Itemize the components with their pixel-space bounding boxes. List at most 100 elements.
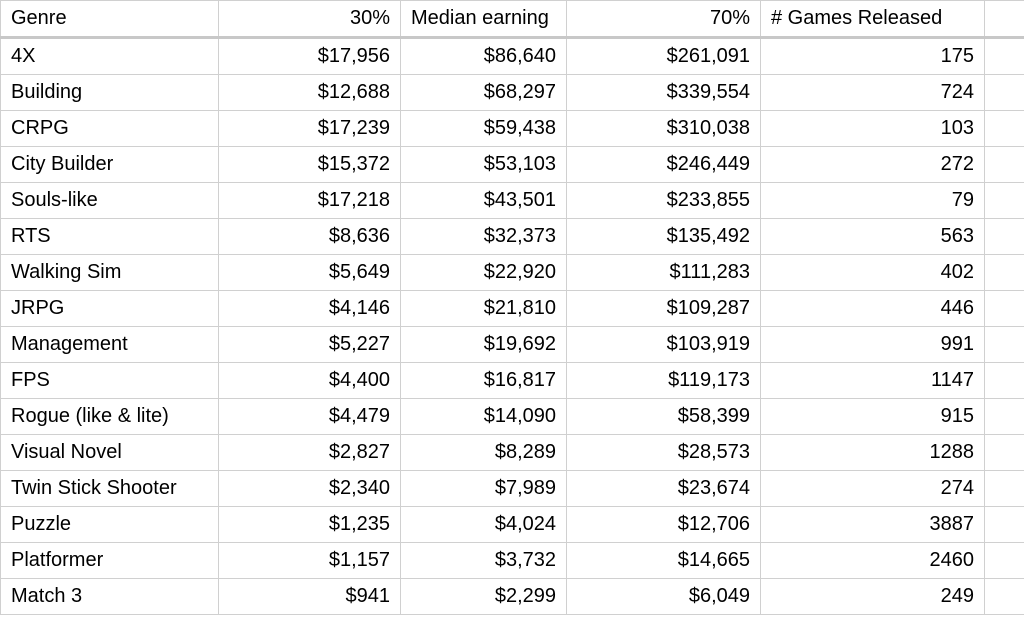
cell-tail[interactable] — [985, 579, 1024, 615]
cell-count[interactable]: 402 — [761, 255, 985, 291]
cell-tail[interactable] — [985, 471, 1024, 507]
cell-genre[interactable]: Puzzle — [1, 507, 219, 543]
cell-median[interactable]: $2,299 — [401, 579, 567, 615]
cell-count[interactable]: 2460 — [761, 543, 985, 579]
cell-p30[interactable]: $2,827 — [219, 435, 401, 471]
cell-tail[interactable] — [985, 255, 1024, 291]
cell-p30[interactable]: $4,146 — [219, 291, 401, 327]
cell-genre[interactable]: Building — [1, 75, 219, 111]
cell-median[interactable]: $16,817 — [401, 363, 567, 399]
cell-genre[interactable]: Twin Stick Shooter — [1, 471, 219, 507]
cell-genre[interactable]: JRPG — [1, 291, 219, 327]
cell-genre[interactable]: Management — [1, 327, 219, 363]
header-count[interactable]: # Games Released — [761, 1, 985, 38]
cell-count[interactable]: 724 — [761, 75, 985, 111]
cell-p70[interactable]: $246,449 — [567, 147, 761, 183]
cell-count[interactable]: 103 — [761, 111, 985, 147]
cell-tail[interactable] — [985, 399, 1024, 435]
cell-p30[interactable]: $17,956 — [219, 38, 401, 75]
cell-median[interactable]: $3,732 — [401, 543, 567, 579]
table-row[interactable]: RTS$8,636$32,373$135,492563 — [1, 219, 1024, 255]
cell-tail[interactable] — [985, 111, 1024, 147]
cell-p70[interactable]: $339,554 — [567, 75, 761, 111]
cell-genre[interactable]: Platformer — [1, 543, 219, 579]
cell-tail[interactable] — [985, 435, 1024, 471]
cell-p30[interactable]: $12,688 — [219, 75, 401, 111]
cell-count[interactable]: 915 — [761, 399, 985, 435]
cell-genre[interactable]: FPS — [1, 363, 219, 399]
cell-count[interactable]: 563 — [761, 219, 985, 255]
cell-p30[interactable]: $5,649 — [219, 255, 401, 291]
cell-count[interactable]: 1147 — [761, 363, 985, 399]
table-row[interactable]: Management$5,227$19,692$103,919991 — [1, 327, 1024, 363]
cell-tail[interactable] — [985, 543, 1024, 579]
cell-p30[interactable]: $5,227 — [219, 327, 401, 363]
cell-median[interactable]: $59,438 — [401, 111, 567, 147]
header-tail[interactable] — [985, 1, 1024, 38]
cell-median[interactable]: $32,373 — [401, 219, 567, 255]
cell-p30[interactable]: $17,239 — [219, 111, 401, 147]
cell-count[interactable]: 1288 — [761, 435, 985, 471]
cell-p70[interactable]: $111,283 — [567, 255, 761, 291]
cell-genre[interactable]: Match 3 — [1, 579, 219, 615]
cell-count[interactable]: 3887 — [761, 507, 985, 543]
cell-tail[interactable] — [985, 507, 1024, 543]
cell-p70[interactable]: $58,399 — [567, 399, 761, 435]
cell-p30[interactable]: $941 — [219, 579, 401, 615]
cell-p70[interactable]: $261,091 — [567, 38, 761, 75]
cell-p70[interactable]: $14,665 — [567, 543, 761, 579]
header-row[interactable]: Genre 30% Median earning 70% # Games Rel… — [1, 1, 1024, 38]
cell-count[interactable]: 274 — [761, 471, 985, 507]
table-row[interactable]: Souls-like$17,218$43,501$233,85579 — [1, 183, 1024, 219]
table-row[interactable]: Platformer$1,157$3,732$14,6652460 — [1, 543, 1024, 579]
cell-median[interactable]: $68,297 — [401, 75, 567, 111]
table-row[interactable]: CRPG$17,239$59,438$310,038103 — [1, 111, 1024, 147]
cell-p30[interactable]: $2,340 — [219, 471, 401, 507]
table-row[interactable]: Match 3$941$2,299$6,049249 — [1, 579, 1024, 615]
cell-p30[interactable]: $17,218 — [219, 183, 401, 219]
header-genre[interactable]: Genre — [1, 1, 219, 38]
cell-tail[interactable] — [985, 363, 1024, 399]
cell-tail[interactable] — [985, 219, 1024, 255]
cell-tail[interactable] — [985, 38, 1024, 75]
cell-p30[interactable]: $4,400 — [219, 363, 401, 399]
cell-p30[interactable]: $1,235 — [219, 507, 401, 543]
cell-genre[interactable]: CRPG — [1, 111, 219, 147]
header-median[interactable]: Median earning — [401, 1, 567, 38]
cell-median[interactable]: $53,103 — [401, 147, 567, 183]
cell-count[interactable]: 272 — [761, 147, 985, 183]
header-p30[interactable]: 30% — [219, 1, 401, 38]
table-row[interactable]: FPS$4,400$16,817$119,1731147 — [1, 363, 1024, 399]
table-row[interactable]: Puzzle$1,235$4,024$12,7063887 — [1, 507, 1024, 543]
table-row[interactable]: Walking Sim$5,649$22,920$111,283402 — [1, 255, 1024, 291]
cell-median[interactable]: $14,090 — [401, 399, 567, 435]
table-row[interactable]: JRPG$4,146$21,810$109,287446 — [1, 291, 1024, 327]
cell-p70[interactable]: $23,674 — [567, 471, 761, 507]
cell-genre[interactable]: Visual Novel — [1, 435, 219, 471]
cell-genre[interactable]: Souls-like — [1, 183, 219, 219]
cell-genre[interactable]: Walking Sim — [1, 255, 219, 291]
cell-tail[interactable] — [985, 183, 1024, 219]
header-p70[interactable]: 70% — [567, 1, 761, 38]
cell-median[interactable]: $43,501 — [401, 183, 567, 219]
cell-tail[interactable] — [985, 291, 1024, 327]
cell-count[interactable]: 446 — [761, 291, 985, 327]
cell-count[interactable]: 249 — [761, 579, 985, 615]
cell-tail[interactable] — [985, 75, 1024, 111]
cell-p70[interactable]: $310,038 — [567, 111, 761, 147]
cell-median[interactable]: $4,024 — [401, 507, 567, 543]
cell-p70[interactable]: $12,706 — [567, 507, 761, 543]
cell-count[interactable]: 991 — [761, 327, 985, 363]
cell-genre[interactable]: 4X — [1, 38, 219, 75]
cell-p30[interactable]: $8,636 — [219, 219, 401, 255]
table-row[interactable]: Building$12,688$68,297$339,554724 — [1, 75, 1024, 111]
cell-genre[interactable]: RTS — [1, 219, 219, 255]
cell-p70[interactable]: $119,173 — [567, 363, 761, 399]
cell-median[interactable]: $86,640 — [401, 38, 567, 75]
cell-genre[interactable]: City Builder — [1, 147, 219, 183]
cell-median[interactable]: $22,920 — [401, 255, 567, 291]
cell-count[interactable]: 175 — [761, 38, 985, 75]
table-row[interactable]: Visual Novel$2,827$8,289$28,5731288 — [1, 435, 1024, 471]
cell-p70[interactable]: $109,287 — [567, 291, 761, 327]
cell-p70[interactable]: $233,855 — [567, 183, 761, 219]
